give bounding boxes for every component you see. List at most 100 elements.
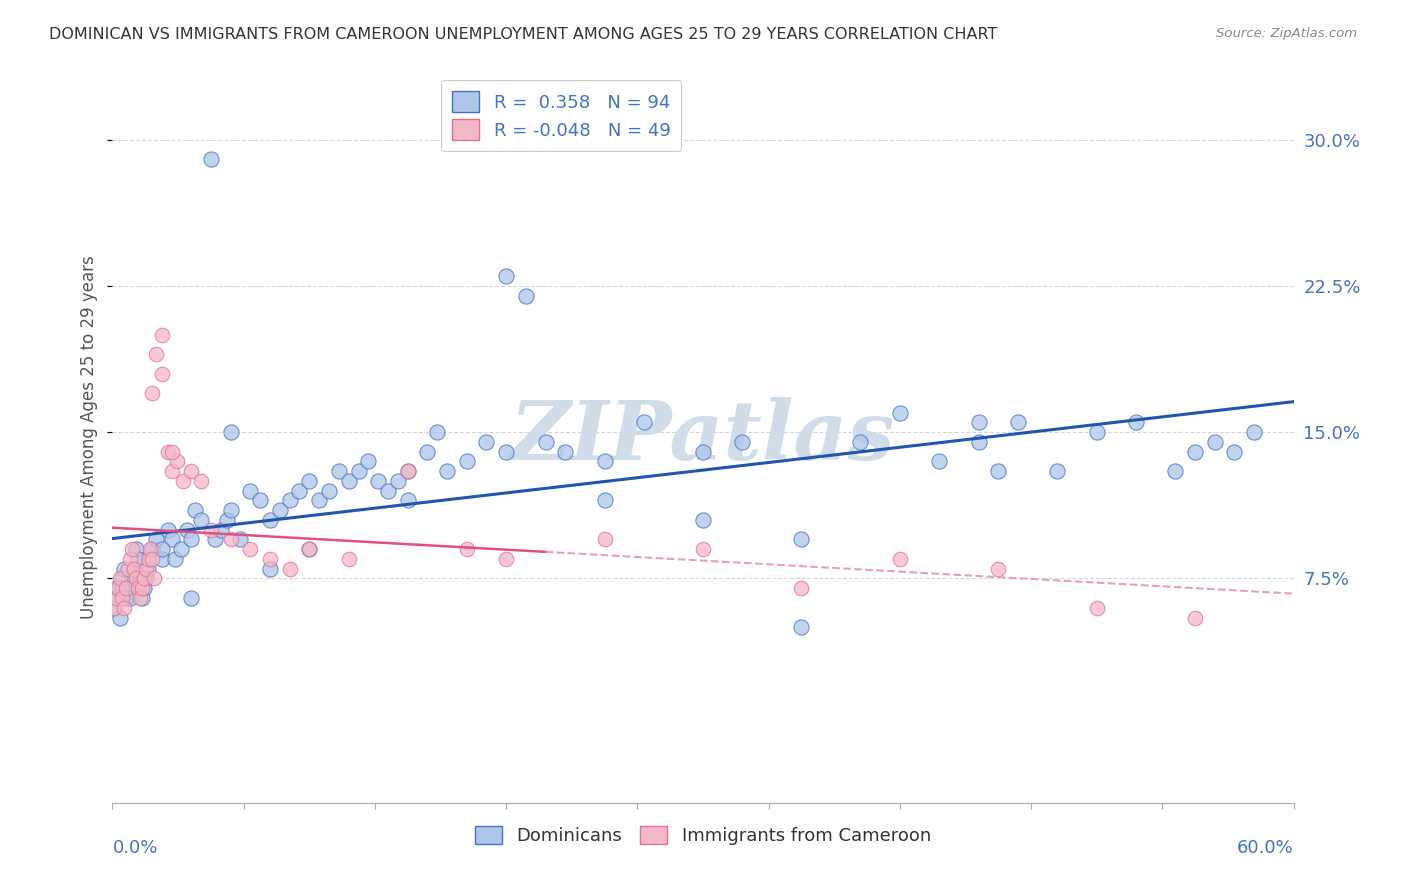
Point (987, 562, 1010, 576)
Point (357, 454, 380, 468)
Point (111, 572, 134, 586)
Point (692, 444, 714, 458)
Point (160, 464, 183, 478)
Point (115, 591, 138, 605)
Point (103, 600, 125, 615)
Point (1204, 434, 1226, 449)
Point (127, 581, 149, 595)
Text: 60.0%: 60.0% (1237, 839, 1294, 857)
Point (1184, 444, 1206, 458)
Point (298, 542, 321, 557)
Point (200, 152, 222, 166)
Point (298, 542, 321, 557)
Point (150, 552, 173, 566)
Point (122, 562, 145, 576)
Point (790, 620, 813, 634)
Point (1085, 600, 1108, 615)
Point (135, 572, 157, 586)
Point (122, 562, 145, 576)
Point (170, 542, 193, 557)
Point (135, 562, 157, 576)
Point (328, 464, 350, 478)
Point (396, 464, 419, 478)
Point (298, 474, 321, 488)
Point (337, 474, 360, 488)
Point (790, 533, 813, 547)
Point (110, 572, 132, 586)
Text: DOMINICAN VS IMMIGRANTS FROM CAMEROON UNEMPLOYMENT AMONG AGES 25 TO 29 YEARS COR: DOMINICAN VS IMMIGRANTS FROM CAMEROON UN… (49, 27, 998, 42)
Point (105, 591, 128, 605)
Point (111, 581, 134, 595)
Point (1223, 444, 1246, 458)
Point (1046, 464, 1069, 478)
Point (112, 562, 135, 576)
Point (150, 327, 173, 342)
Point (889, 406, 911, 420)
Point (160, 444, 183, 458)
Point (115, 581, 138, 595)
Point (308, 493, 330, 508)
Point (377, 483, 399, 498)
Point (278, 493, 301, 508)
Point (145, 533, 167, 547)
Point (928, 454, 950, 468)
Point (141, 552, 163, 566)
Point (396, 464, 419, 478)
Point (416, 444, 439, 458)
Point (112, 600, 135, 615)
Point (967, 434, 990, 449)
Point (987, 464, 1010, 478)
Point (132, 581, 155, 595)
Point (318, 483, 340, 498)
Point (125, 542, 148, 557)
Point (127, 552, 149, 566)
Point (131, 581, 153, 595)
Point (142, 572, 165, 586)
Point (156, 444, 179, 458)
Point (239, 542, 262, 557)
Point (215, 513, 238, 527)
Text: ZIPatlas: ZIPatlas (510, 397, 896, 477)
Point (387, 474, 409, 488)
Point (120, 591, 142, 605)
Point (219, 503, 242, 517)
Y-axis label: Unemployment Among Ages 25 to 29 years: Unemployment Among Ages 25 to 29 years (80, 255, 98, 619)
Point (1184, 610, 1206, 624)
Point (125, 572, 148, 586)
Point (1085, 425, 1108, 440)
Point (259, 552, 281, 566)
Point (367, 474, 389, 488)
Point (1125, 416, 1147, 430)
Point (141, 386, 163, 401)
Point (554, 444, 576, 458)
Point (103, 600, 125, 615)
Point (139, 552, 162, 566)
Point (269, 503, 291, 517)
Point (259, 562, 281, 576)
Point (692, 513, 714, 527)
Point (249, 493, 271, 508)
Point (117, 581, 139, 595)
Point (1164, 464, 1187, 478)
Point (967, 416, 990, 430)
Point (495, 444, 517, 458)
Point (731, 434, 754, 449)
Point (288, 483, 311, 498)
Point (259, 513, 281, 527)
Point (219, 425, 242, 440)
Point (337, 552, 360, 566)
Legend: Dominicans, Immigrants from Cameroon: Dominicans, Immigrants from Cameroon (468, 819, 938, 852)
Point (593, 493, 616, 508)
Point (209, 523, 232, 537)
Point (495, 552, 517, 566)
Point (219, 533, 242, 547)
Point (136, 562, 159, 576)
Point (456, 454, 478, 468)
Point (141, 542, 163, 557)
Point (176, 523, 198, 537)
Point (166, 454, 188, 468)
Point (495, 269, 517, 284)
Point (150, 542, 173, 557)
Point (105, 581, 128, 595)
Point (121, 542, 143, 557)
